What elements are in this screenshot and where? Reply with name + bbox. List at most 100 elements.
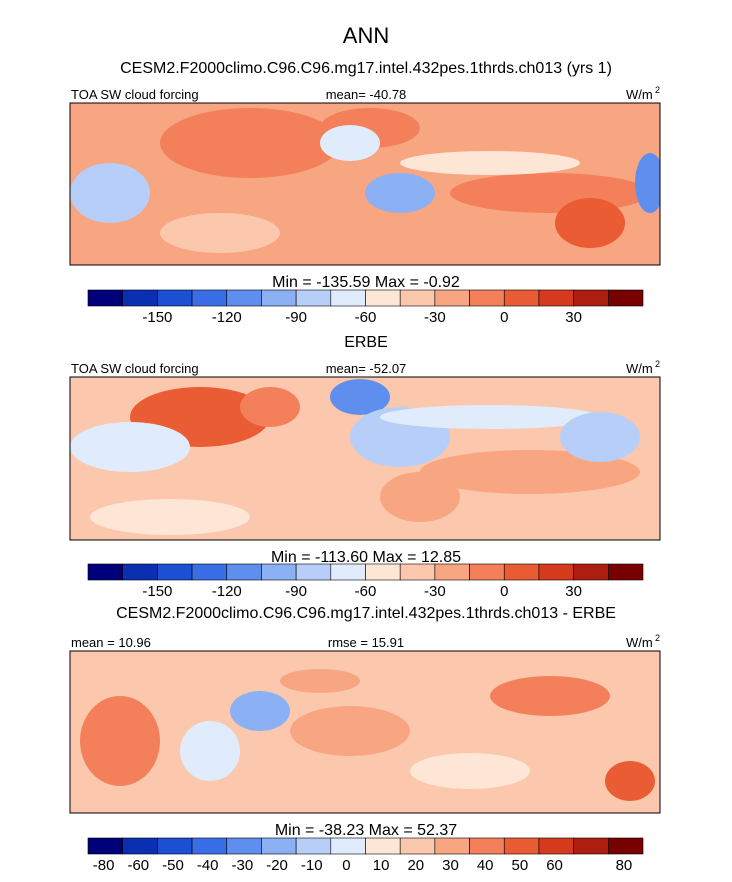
map-frame [69,650,661,814]
colorbar-label: -60 [355,583,377,600]
colorbar-label: -30 [424,583,446,600]
colorbar-box [503,563,540,581]
colorbar-box [191,289,228,307]
colorbar-box [191,837,228,855]
colorbar-box [157,289,193,307]
colorbar-label: 60 [546,857,563,874]
colorbar-box [122,563,158,581]
colorbar-label: -20 [266,857,288,874]
left-label: TOA SW cloud forcing [71,87,199,102]
colorbar-box [469,289,505,307]
colorbar-label: -90 [285,309,307,326]
stats: Min = -113.60 Max = 12.85 [271,549,461,566]
colorbar-label: 50 [512,857,529,874]
colorbar-box [330,289,366,307]
units: W/m [626,361,653,376]
units-exponent: 2 [655,359,660,369]
colorbar-label: 30 [565,583,582,600]
colorbar-box [122,837,158,855]
colorbar-box [538,563,574,581]
colorbar-box [538,289,574,307]
panel-title: CESM2.F2000climo.C96.C96.mg17.intel.432p… [120,60,612,77]
units: W/m [626,635,653,650]
colorbar-label: -90 [285,583,307,600]
center-label: mean= -52.07 [326,361,407,376]
colorbar-label: -30 [232,857,254,874]
colorbar-box [399,563,436,581]
colorbar-box [503,289,540,307]
colorbar-box [157,563,193,581]
colorbar-box [157,837,193,855]
map-frame [69,102,661,266]
colorbar-label: 80 [616,857,633,874]
colorbar-box [226,837,262,855]
colorbar-label: -60 [127,857,149,874]
units: W/m [626,87,653,102]
colorbar-label: 10 [373,857,390,874]
colorbar-box [365,289,401,307]
colorbar-label: -120 [212,309,242,326]
colorbar-box [295,837,332,855]
colorbar-box [295,289,332,307]
colorbar-box [538,837,574,855]
colorbar-box [469,563,505,581]
colorbar-label: 0 [342,857,350,874]
colorbar-box [87,289,123,307]
colorbar-box [365,837,401,855]
panel-title: ERBE [344,334,388,351]
map [70,103,660,265]
center-label: mean= -40.78 [326,87,407,102]
units-exponent: 2 [655,85,660,95]
colorbar-box [87,563,123,581]
colorbar-box [434,563,470,581]
colorbar-box [330,837,366,855]
stats: Min = -38.23 Max = 52.37 [275,822,457,839]
colorbar-label: 20 [407,857,424,874]
colorbar-box [330,563,366,581]
colorbar-box [434,289,470,307]
colorbar-box [87,837,123,855]
colorbar-box [261,563,297,581]
colorbar-label: -150 [142,309,172,326]
units-exponent: 2 [655,633,660,643]
colorbar-box [573,289,609,307]
map-panel-2 [69,376,661,541]
stats: Min = -135.59 Max = -0.92 [272,274,460,291]
colorbar-label: 40 [477,857,494,874]
colorbar-label: -60 [355,309,377,326]
colorbar-label: -10 [301,857,323,874]
panel-title: CESM2.F2000climo.C96.C96.mg17.intel.432p… [116,605,616,622]
colorbar-box [191,563,228,581]
colorbar-box [399,289,436,307]
colorbar-label: -40 [197,857,219,874]
colorbar-label: -120 [212,583,242,600]
map-panel-3 [69,650,661,814]
map-frame [69,376,661,541]
center-label: rmse = 15.91 [328,635,404,650]
colorbar-box [261,289,297,307]
colorbar-box [573,563,609,581]
colorbar-box [295,563,332,581]
left-label: mean = 10.96 [71,635,151,650]
colorbar-label: -80 [93,857,115,874]
colorbar-box [226,563,262,581]
colorbar-box [365,563,401,581]
colorbar-label: -30 [424,309,446,326]
map-panel-1 [69,102,661,266]
map [70,651,660,813]
colorbar-box [261,837,297,855]
left-label: TOA SW cloud forcing [71,361,199,376]
colorbar-label: -50 [162,857,184,874]
colorbar-box [608,837,644,855]
colorbar-box [608,289,644,307]
colorbar-box [608,563,644,581]
colorbar-box [469,837,505,855]
colorbar-box [399,837,436,855]
colorbar-box [503,837,540,855]
figure-title: ANN [343,23,389,48]
colorbar-label: 30 [565,309,582,326]
colorbar-box [434,837,470,855]
colorbar-label: 0 [500,583,508,600]
map [70,377,660,540]
